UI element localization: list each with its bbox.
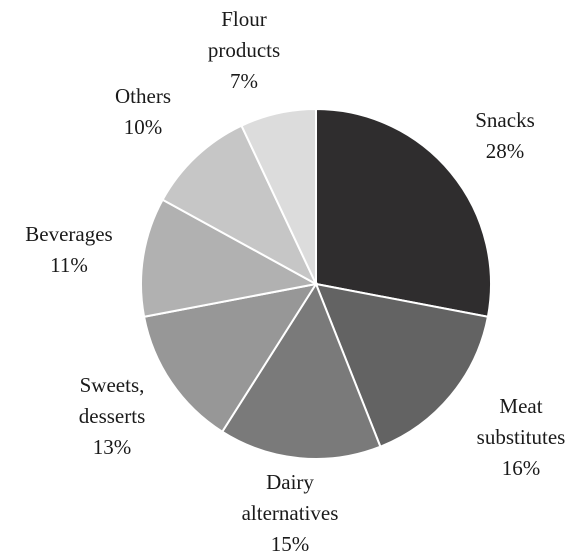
slice-value-label: 15%	[271, 532, 310, 556]
slice-category-label: substitutes	[477, 425, 566, 449]
slice-value-label: 11%	[50, 253, 88, 277]
slice-label: Flour products 7%	[208, 7, 280, 93]
pie-slice	[315, 107, 492, 318]
pie-slice	[220, 281, 382, 460]
slice-category-label: Dairy	[266, 470, 314, 494]
slice-category-label: Snacks	[475, 108, 535, 132]
pie-labels: Snacks 28% Meat substitutes 16% Dairy alternat…	[25, 7, 565, 556]
slice-category-label: Sweets,	[80, 373, 145, 397]
pie-slice	[161, 124, 319, 287]
slice-value-label: 7%	[230, 69, 258, 93]
slice-category-label: Flour	[221, 7, 267, 31]
pie-slice	[240, 107, 317, 285]
pie-slice	[142, 282, 319, 434]
slice-label: Dairy alternatives 15%	[242, 470, 339, 556]
slice-label: Beverages 11%	[25, 222, 112, 277]
slice-value-label: 16%	[502, 456, 541, 480]
slice-category-label: Beverages	[25, 222, 112, 246]
slice-value-label: 28%	[486, 139, 525, 163]
slice-category-label: desserts	[79, 404, 146, 428]
slice-value-label: 13%	[93, 435, 132, 459]
slice-label: Sweets, desserts 13%	[79, 373, 146, 459]
pie-slice	[140, 198, 319, 318]
slice-category-label: Others	[115, 84, 171, 108]
slice-category-label: Meat	[499, 394, 542, 418]
slice-category-label: alternatives	[242, 501, 339, 525]
slice-value-label: 10%	[124, 115, 163, 139]
slice-category-label: products	[208, 38, 280, 62]
slice-label: Snacks 28%	[475, 108, 535, 163]
slice-label: Others 10%	[115, 84, 171, 139]
slice-label: Meat substitutes 16%	[477, 394, 566, 480]
pie-slice	[314, 282, 490, 449]
pie-slices	[140, 107, 492, 460]
